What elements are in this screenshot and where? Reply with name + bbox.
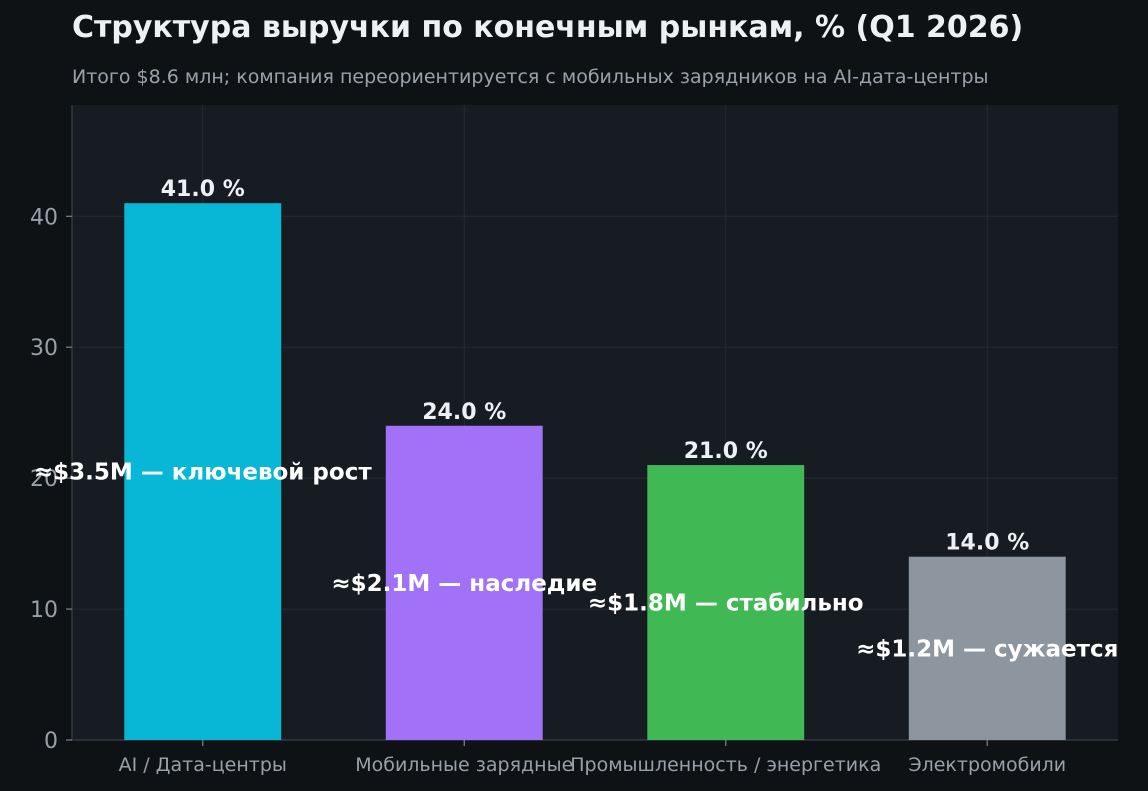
bar-value-label-3: 14.0 % [945,531,1029,556]
bar-value-label-0: 41.0 % [161,177,245,202]
chart-subtitle: Итого $8.6 млн; компания переориентирует… [72,66,989,88]
annotation-3: ≈$1.2M — сужается [856,636,1118,662]
y-tick-label-4: 40 [30,205,58,230]
x-tick-label-1: Мобильные зарядные [355,754,573,776]
bar-3 [908,556,1066,740]
x-tick-label-2: Промышленность / энергетика [570,754,881,776]
y-tick-label-1: 10 [30,598,58,623]
annotation-0: ≈$3.5M — ключевой рост [34,460,373,486]
y-tick-label-0: 0 [44,729,58,754]
chart-title: Структура выручки по конечным рынкам, % … [72,10,1024,45]
bar-value-label-1: 24.0 % [422,400,506,425]
y-tick-label-2: 20 [30,467,58,492]
x-tick-label-0: AI / Дата-центры [119,754,287,776]
bar-2 [647,465,805,740]
y-tick-label-3: 30 [30,336,58,361]
bar-0 [124,203,282,741]
bar-1 [385,425,543,740]
bar-value-label-2: 21.0 % [684,439,768,464]
annotation-1: ≈$2.1M — наследие [331,571,597,597]
x-tick-label-3: Электромобили [908,754,1066,776]
annotation-2: ≈$1.8M — стабильно [588,591,864,617]
